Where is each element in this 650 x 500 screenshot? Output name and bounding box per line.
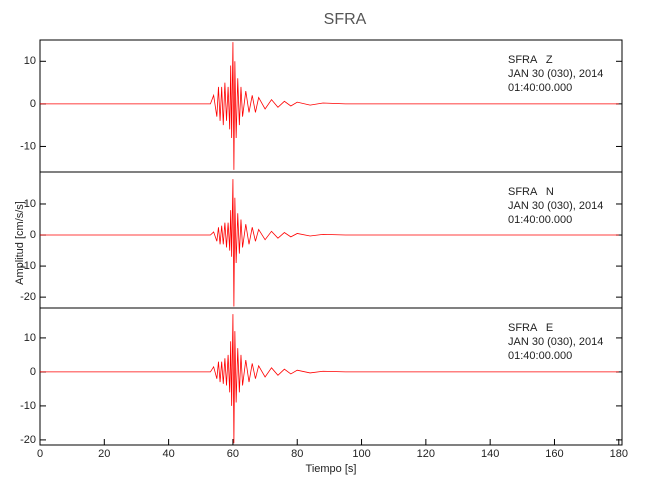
- x-tick-label: 60: [227, 448, 239, 460]
- y-tick-label: 10: [24, 332, 36, 344]
- annotation: 01:40:00.000: [508, 350, 572, 362]
- annotation: JAN 30 (030), 2014: [508, 336, 603, 348]
- waveform: [40, 314, 619, 444]
- y-tick-label: -20: [20, 291, 36, 303]
- panel-frame: [39, 307, 623, 446]
- annotation: JAN 30 (030), 2014: [508, 200, 603, 212]
- waveform: [40, 42, 619, 170]
- x-tick-label: 140: [481, 448, 499, 460]
- annotation: 01:40:00.000: [508, 82, 572, 94]
- x-tick-label: 80: [291, 448, 303, 460]
- y-tick-label: -10: [20, 140, 36, 152]
- x-tick-label: 180: [610, 448, 628, 460]
- x-tick-label: 40: [162, 448, 174, 460]
- annotation: SFRA E: [508, 322, 553, 334]
- annotation: SFRA N: [508, 186, 554, 198]
- y-tick-label: 10: [24, 198, 36, 210]
- y-tick-label: 0: [30, 366, 36, 378]
- y-tick-label: 10: [24, 55, 36, 67]
- annotation: 01:40:00.000: [508, 214, 572, 226]
- y-tick-label: -10: [20, 260, 36, 272]
- x-tick-label: 20: [98, 448, 110, 460]
- chart-title: SFRA: [324, 11, 367, 28]
- x-tick-label: 120: [417, 448, 435, 460]
- x-tick-label: 100: [352, 448, 370, 460]
- y-tick-label: 0: [30, 229, 36, 241]
- y-tick-label: -20: [20, 434, 36, 446]
- waveform: [40, 179, 619, 307]
- y-axis-label: Amplitud [cm/s/s]: [14, 201, 26, 285]
- y-tick-label: -10: [20, 400, 36, 412]
- x-axis-label: Tiempo [s]: [306, 463, 357, 475]
- y-tick-label: 0: [30, 98, 36, 110]
- x-tick-label: 0: [37, 448, 43, 460]
- x-tick-label: 160: [545, 448, 563, 460]
- annotation: JAN 30 (030), 2014: [508, 68, 603, 80]
- annotation: SFRA Z: [508, 54, 553, 66]
